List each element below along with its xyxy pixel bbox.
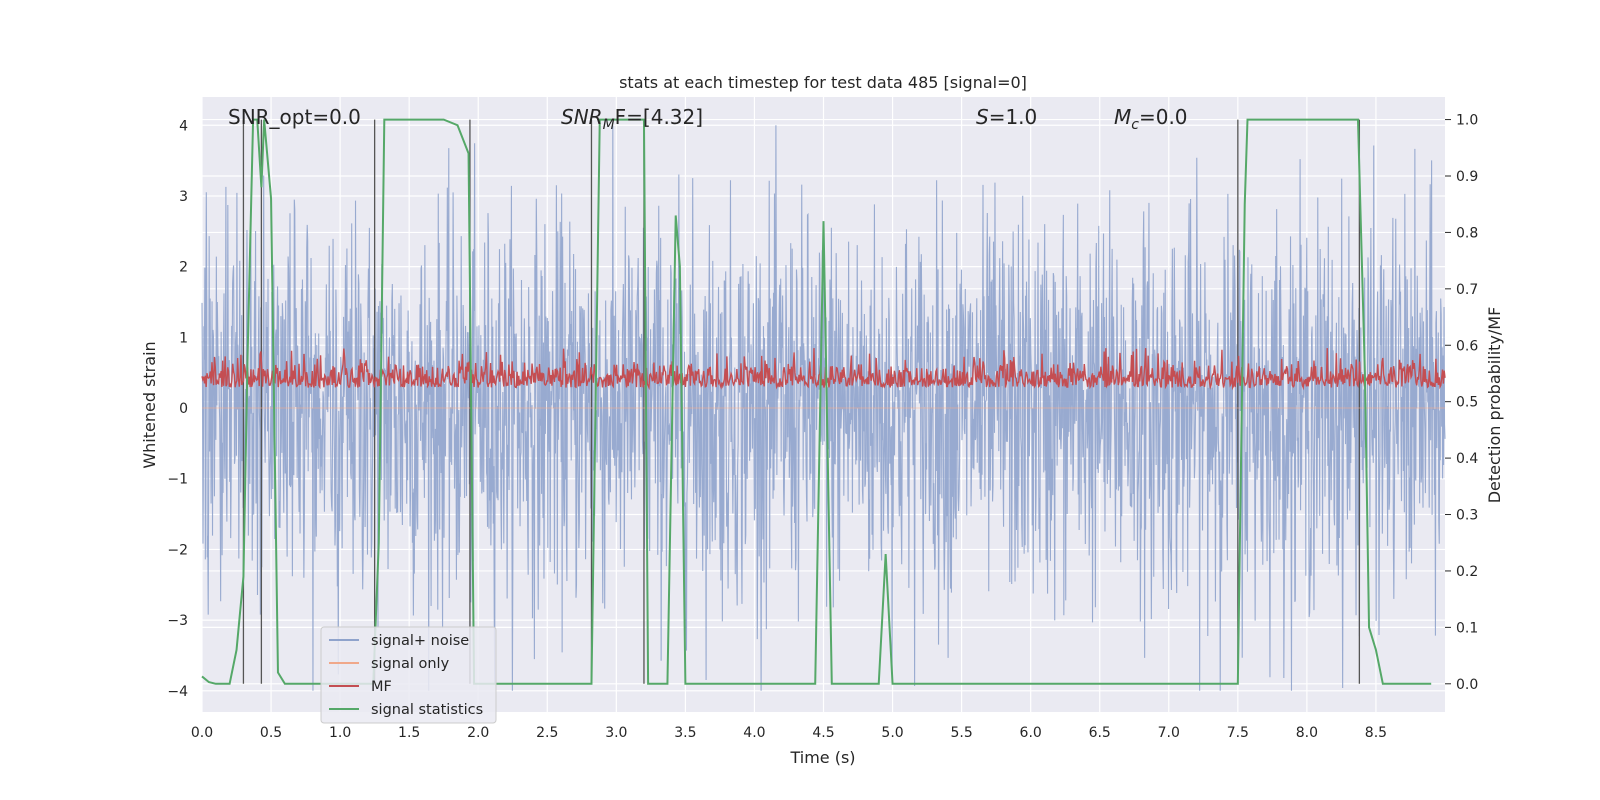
mf-series <box>201 348 1446 391</box>
x-tick-label-9: 4.5 <box>812 725 834 741</box>
x-tick-label-15: 7.5 <box>1227 725 1249 741</box>
y2-tick-label-10: 0.0 <box>1456 677 1478 693</box>
y-tick-label-3: 1 <box>179 330 188 346</box>
y2-tick-label-6: 0.4 <box>1456 451 1478 467</box>
annotation-snr-mf: SNRMF=[4.32] <box>561 105 703 133</box>
legend-label-mf: MF <box>371 679 392 695</box>
legend-label-noise: signal+ noise <box>371 633 469 649</box>
y2-tick-label-9: 0.1 <box>1456 620 1478 636</box>
y-tick-label-1: 3 <box>179 189 188 205</box>
y2-tick-label-7: 0.3 <box>1456 508 1478 524</box>
x-tick-label-4: 2.0 <box>467 725 489 741</box>
y2-tick-label-5: 0.5 <box>1456 395 1478 411</box>
annotation-mc-value: =0.0 <box>1139 105 1188 129</box>
y2-axis-label: Detection probability/MF <box>1485 307 1504 504</box>
x-tick-label-13: 6.5 <box>1089 725 1111 741</box>
annotation-mc: Mc=0.0 <box>1114 105 1188 133</box>
chart-title: stats at each timestep for test data 485… <box>619 73 1027 92</box>
x-tick-label-7: 3.5 <box>674 725 696 741</box>
x-tick-label-5: 2.5 <box>536 725 558 741</box>
y-tick-label-6: −2 <box>167 542 188 558</box>
y2-tick-label-2: 0.8 <box>1456 225 1478 241</box>
annotation-snr-mf-value: F=[4.32] <box>615 105 703 129</box>
annotation-mc-sub: c <box>1131 117 1139 133</box>
y2-tick-label-3: 0.7 <box>1456 282 1478 298</box>
x-tick-label-8: 4.0 <box>743 725 765 741</box>
x-tick-label-1: 0.5 <box>260 725 282 741</box>
y-tick-label-5: −1 <box>167 472 188 488</box>
x-axis-label: Time (s) <box>789 748 855 767</box>
y2-tick-label-0: 1.0 <box>1456 113 1478 129</box>
x-tick-label-17: 8.5 <box>1365 725 1387 741</box>
y2-tick-label-4: 0.6 <box>1456 338 1478 354</box>
annotation-mc-label: M <box>1114 105 1131 129</box>
x-tick-label-2: 1.0 <box>329 725 351 741</box>
y-tick-label-8: −4 <box>167 684 188 700</box>
annotation-snr-mf-label: SNR <box>561 105 603 129</box>
x-tick-label-6: 3.0 <box>605 725 627 741</box>
annotation-s-value: =1.0 <box>989 105 1038 129</box>
legend-label-signal-only: signal only <box>371 656 450 672</box>
y-tick-labels: 4 3 2 1 0 −1 −2 −3 −4 <box>167 118 188 700</box>
x-tick-label-0: 0.0 <box>191 725 213 741</box>
x-tick-label-14: 7.0 <box>1158 725 1180 741</box>
y2-tick-labels: 1.0 0.9 0.8 0.7 0.6 0.5 0.4 0.3 0.2 0.1 0.0 <box>1445 113 1478 693</box>
y-tick-label-7: −3 <box>167 613 188 629</box>
y2-tick-label-1: 0.9 <box>1456 169 1478 185</box>
x-tick-labels: 0.0 0.5 1.0 1.5 2.0 2.5 3.0 3.5 4.0 4.5 5.0 5.5 6.0 6… <box>191 725 1387 741</box>
x-tick-label-3: 1.5 <box>398 725 420 741</box>
signal-statistics-line <box>201 118 1432 685</box>
x-tick-label-12: 6.0 <box>1020 725 1042 741</box>
annotation-snr-opt: SNR_opt=0.0 <box>228 105 361 129</box>
legend-box <box>320 626 497 724</box>
legend: signal+ noise signal only MF signal stat… <box>320 626 497 724</box>
annotation-snr-mf-sub: M <box>603 117 615 133</box>
x-tick-label-16: 8.0 <box>1296 725 1318 741</box>
y-axis-label: Whitened strain <box>140 341 159 468</box>
mf-line <box>201 348 1446 391</box>
signal-statistics-series <box>201 118 1432 685</box>
annotation-s-label: S <box>976 105 989 129</box>
x-tick-label-11: 5.5 <box>950 725 972 741</box>
y-tick-label-2: 2 <box>179 260 188 276</box>
y2-tick-label-8: 0.2 <box>1456 564 1478 580</box>
legend-label-statistics: signal statistics <box>371 702 483 718</box>
annotation-s: S=1.0 <box>976 105 1037 129</box>
y-tick-label-4: 0 <box>179 401 188 417</box>
y-tick-label-0: 4 <box>179 118 188 134</box>
x-tick-label-10: 5.0 <box>881 725 903 741</box>
